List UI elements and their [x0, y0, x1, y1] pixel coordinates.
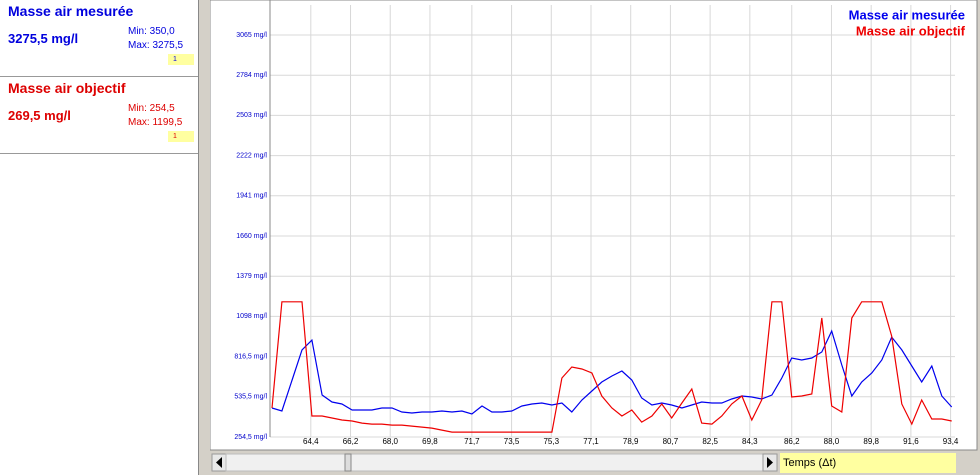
x-tick-label: 84,3	[742, 437, 758, 446]
panel-badge: 1	[168, 54, 194, 65]
y-tick-label: 1379 mg/l	[236, 273, 267, 280]
x-tick-label: 89,8	[863, 437, 879, 446]
y-tick-label: 535,5 mg/l	[234, 394, 267, 401]
x-tick-label: 71,7	[464, 437, 480, 446]
y-tick-label: 816,5 mg/l	[234, 353, 267, 360]
panel-title: Masse air mesurée	[8, 3, 134, 19]
y-tick-label: 3065 mg/l	[236, 32, 267, 39]
legend-entry: Masse air objectif	[856, 23, 966, 38]
arrow-icon	[767, 457, 773, 468]
y-tick-label: 2784 mg/l	[236, 72, 267, 79]
y-tick-label: 254,5 mg/l	[234, 434, 267, 441]
side-panel: Masse air mesurée 3275,5 mg/l Min: 350,0 Ma…	[0, 0, 199, 475]
scroll-thumb[interactable]	[344, 453, 352, 472]
y-tick-label: 1941 mg/l	[236, 193, 267, 200]
x-tick-label: 78,9	[623, 437, 639, 446]
x-tick-label: 93,4	[943, 437, 959, 446]
panel-value: 3275,5 mg/l	[8, 31, 79, 46]
y-tick-label: 1098 mg/l	[236, 313, 267, 320]
y-tick-label: 1660 mg/l	[236, 233, 267, 240]
x-tick-label: 75,3	[543, 437, 559, 446]
x-tick-label: 66,2	[343, 437, 359, 446]
axis-label-box	[780, 453, 956, 473]
arrow-icon	[216, 457, 222, 468]
x-tick-label: 82,5	[702, 437, 718, 446]
x-tick-label: 69,8	[422, 437, 438, 446]
panel-max: Max: 3275,5	[128, 40, 184, 51]
legend-entry: Masse air mesurée	[849, 7, 965, 22]
panel-min: Min: 350,0	[128, 26, 175, 37]
x-tick-label: 80,7	[663, 437, 679, 446]
x-tick-label: 68,0	[382, 437, 398, 446]
chart: Temps (Δt) 254,5 mg/l 535,5 mg/l 816,5 mg/…	[210, 0, 978, 475]
x-tick-label: 64,4	[303, 437, 319, 446]
panel-title: Masse air objectif	[8, 80, 126, 96]
x-tick-label: 86,2	[784, 437, 800, 446]
x-tick-label: 77,1	[583, 437, 599, 446]
x-tick-label: 73,5	[504, 437, 520, 446]
panel-value: 269,5 mg/l	[8, 108, 71, 123]
y-tick-label: 2222 mg/l	[236, 152, 267, 159]
panel-block: Masse air objectif 269,5 mg/l Min: 254,5 Ma…	[0, 77, 198, 154]
data-line	[271, 329, 953, 415]
panel-min: Min: 254,5	[128, 103, 175, 114]
panel-badge: 1	[168, 131, 194, 142]
scroll-track[interactable]	[225, 453, 765, 472]
panel-max: Max: 1199,5	[128, 117, 183, 128]
x-axis-label: Temps (Δt)	[783, 457, 836, 469]
y-tick-label: 2503 mg/l	[236, 112, 267, 119]
panel-block: Masse air mesurée 3275,5 mg/l Min: 350,0 Ma…	[0, 0, 198, 77]
x-tick-label: 88,0	[824, 437, 840, 446]
x-tick-label: 91,6	[903, 437, 919, 446]
data-line	[271, 301, 952, 433]
